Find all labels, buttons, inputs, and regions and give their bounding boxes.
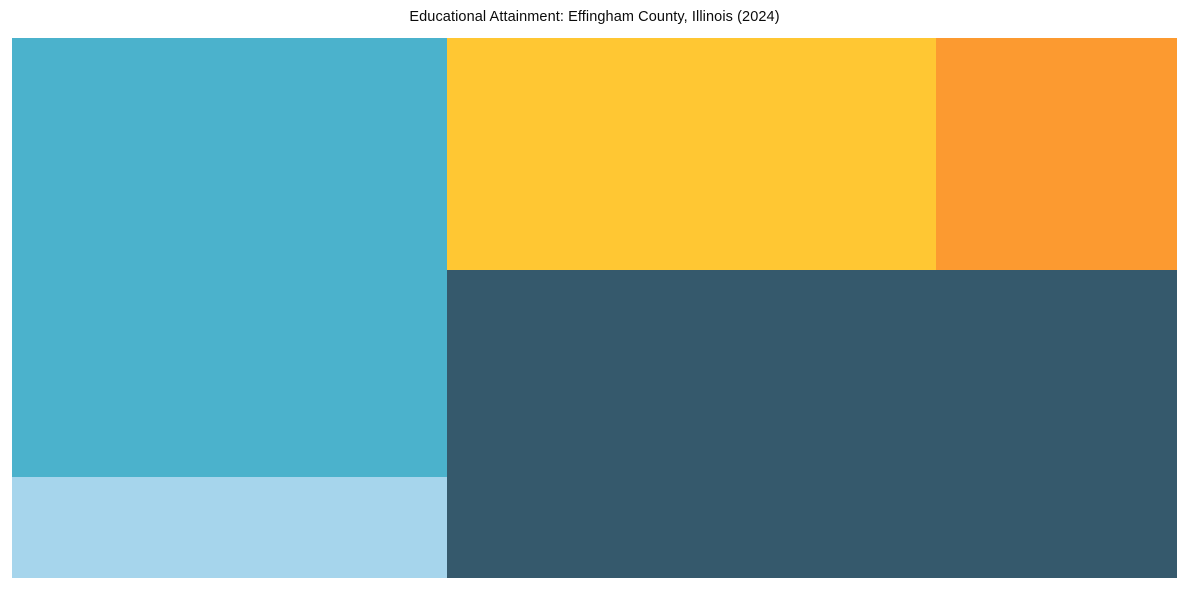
treemap-tile-5[interactable] <box>12 477 447 578</box>
treemap-tile-4[interactable] <box>447 269 1177 578</box>
treemap-tile-3[interactable] <box>935 38 1177 270</box>
chart-title: Educational Attainment: Effingham County… <box>409 9 780 25</box>
treemap-tile-2[interactable] <box>447 38 936 270</box>
treemap-plot-area <box>12 38 1177 578</box>
treemap-tile-1[interactable] <box>12 38 447 478</box>
